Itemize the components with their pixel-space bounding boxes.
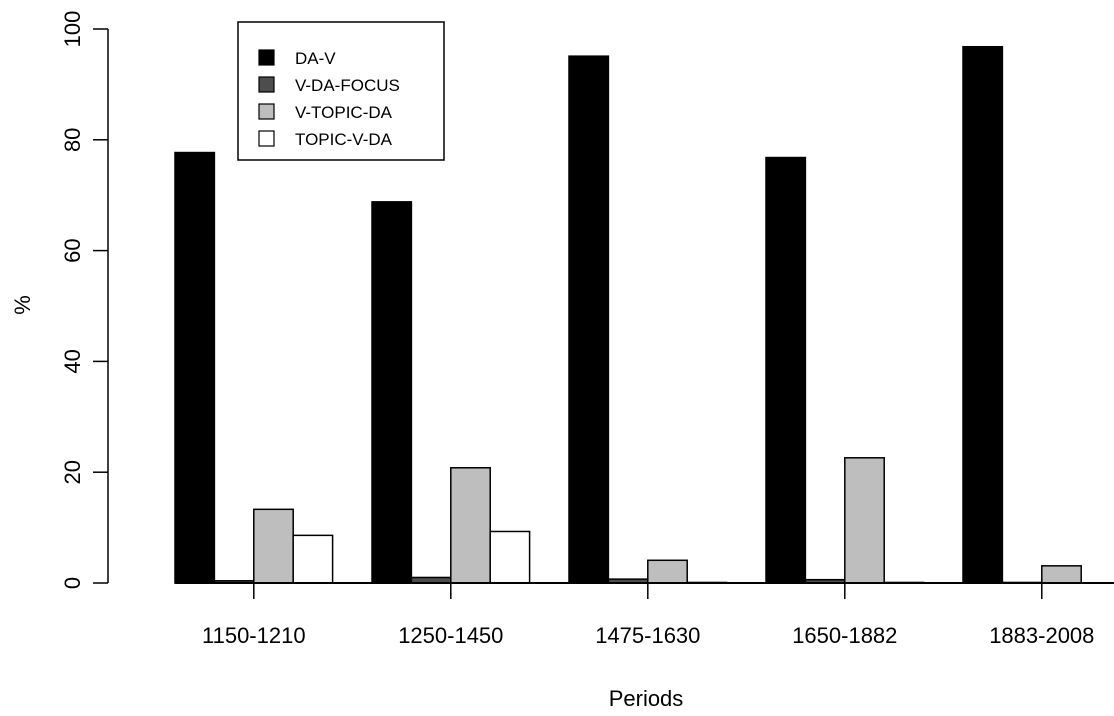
legend-label: V-DA-FOCUS [295, 76, 400, 95]
x-axis: 1150-1210 1250-1450 1475-1630 1650-1882 1883… [202, 583, 1094, 648]
legend-label: DA-V [295, 49, 336, 68]
bar-topic-v-da-1150-1210 [292, 534, 334, 584]
bar-v-topic-da-1475-1630 [647, 559, 688, 584]
y-tick-label: 100 [60, 11, 85, 48]
bar-topic-v-da-1250-1450 [489, 530, 531, 584]
x-tick-label: 1883-2008 [989, 623, 1094, 648]
y-axis-title: % [10, 295, 35, 315]
y-tick-label: 40 [60, 349, 85, 373]
bars-group [174, 45, 1082, 584]
x-axis-title: Periods [609, 686, 684, 711]
bar-v-topic-da-1250-1450 [450, 467, 491, 584]
bar-da-v-1150-1210 [174, 151, 216, 584]
bar-v-topic-da-1150-1210 [253, 508, 294, 584]
legend-label: V-TOPIC-DA [295, 103, 393, 122]
legend-swatch-v-da-focus [258, 76, 275, 93]
x-tick-label: 1250-1450 [398, 623, 503, 648]
y-tick-label: 20 [60, 460, 85, 484]
legend: DA-V V-DA-FOCUS V-TOPIC-DA TOPIC-V-DA [237, 21, 445, 161]
y-axis: 0 20 40 60 80 100 [60, 11, 109, 589]
bar-da-v-1883-2008 [962, 45, 1004, 584]
x-tick-label: 1650-1882 [792, 623, 897, 648]
legend-label: TOPIC-V-DA [295, 130, 393, 149]
bar-v-topic-da-1883-2008 [1041, 565, 1082, 584]
y-tick-label: 0 [60, 577, 85, 589]
x-tick-label: 1475-1630 [595, 623, 700, 648]
y-tick-label: 80 [60, 128, 85, 152]
bar-v-topic-da-1650-1882 [844, 457, 885, 584]
bar-da-v-1250-1450 [371, 201, 413, 584]
bar-da-v-1475-1630 [568, 55, 610, 584]
legend-swatch-da-v [258, 49, 275, 66]
bar-da-v-1650-1882 [765, 156, 807, 584]
legend-swatch-topic-v-da [258, 130, 275, 147]
x-tick-label: 1150-1210 [202, 623, 306, 648]
legend-swatch-v-topic-da [258, 103, 275, 120]
y-tick-label: 60 [60, 238, 85, 262]
